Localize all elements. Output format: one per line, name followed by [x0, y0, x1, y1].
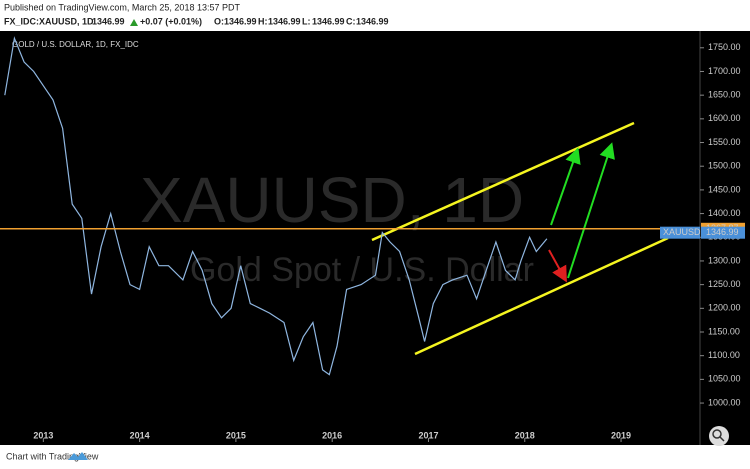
ohlc-value: 1346.99 — [356, 16, 389, 26]
y-tick-label: 1550.00 — [708, 137, 741, 147]
chart-title: GOLD / U.S. DOLLAR, 1D, FX_IDC — [12, 40, 139, 49]
arrow — [548, 249, 567, 283]
logo — [68, 452, 88, 460]
y-tick-label: 1400.00 — [708, 208, 741, 218]
y-tick-label: 1150.00 — [708, 326, 740, 336]
arrow — [550, 147, 581, 226]
change: +0.07 (+0.01%) — [140, 16, 202, 26]
price-line — [4, 36, 548, 376]
ohlc-label: L: — [302, 16, 311, 26]
x-tick-label: 2016 — [322, 430, 342, 440]
y-tick-label: 1450.00 — [708, 184, 741, 194]
y-tick-label: 1200.00 — [708, 303, 741, 313]
footer-text: Chart with TradingView — [6, 451, 99, 461]
watermark-subtitle: Gold Spot / U.S. Dollar — [190, 251, 534, 289]
y-tick-label: 1250.00 — [708, 279, 741, 289]
ohlc-value: 1346.99 — [268, 16, 301, 26]
header-bg — [0, 0, 750, 31]
x-tick-label: 2014 — [130, 430, 150, 440]
watermark: XAUUSD, 1D — [140, 164, 524, 236]
y-tick-label: 1050.00 — [708, 374, 741, 384]
arrow — [567, 142, 615, 279]
footer-bg — [0, 445, 750, 469]
y-tick-label: 1600.00 — [708, 113, 741, 123]
y-tick-label: 1750.00 — [708, 42, 741, 52]
zoom-button[interactable] — [709, 426, 729, 446]
price-label: 1346.99 — [706, 227, 739, 237]
symbol: FX_IDC:XAUUSD, 1D — [4, 16, 94, 26]
trendline — [371, 121, 635, 242]
price-name: XAUUSD — [663, 227, 701, 237]
x-tick-label: 2019 — [611, 430, 631, 440]
ohlc-value: 1346.99 — [224, 16, 257, 26]
price-name-bg — [660, 226, 700, 239]
ohlc-label: C: — [346, 16, 356, 26]
published: Published on TradingView.com, March 25, … — [4, 2, 240, 12]
footer: Chart with TradingView — [6, 451, 99, 461]
price-label-bg — [701, 226, 745, 239]
ohlc-value: 1346.99 — [312, 16, 345, 26]
trendline — [414, 236, 669, 356]
last-price: 1346.99 — [92, 16, 125, 26]
y-tick-label: 1100.00 — [708, 350, 740, 360]
x-tick-label: 2013 — [33, 430, 53, 440]
x-tick-label: 2018 — [515, 430, 535, 440]
y-tick-label: 1000.00 — [708, 397, 741, 407]
x-tick-label: 2015 — [226, 430, 246, 440]
y-tick-label: 1650.00 — [708, 90, 741, 100]
ohlc-label: O: — [214, 16, 224, 26]
x-tick-label: 2017 — [418, 430, 438, 440]
y-tick-label: 1500.00 — [708, 161, 741, 171]
ohlc-label: H: — [258, 16, 268, 26]
y-tick-label: 1700.00 — [708, 66, 741, 76]
y-tick-label: 1300.00 — [708, 255, 741, 265]
up-arrow — [130, 19, 138, 26]
